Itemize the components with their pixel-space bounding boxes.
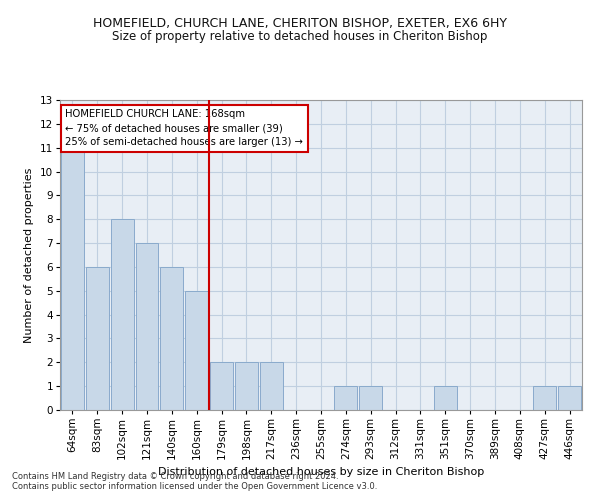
Bar xyxy=(136,243,158,410)
Bar xyxy=(533,386,556,410)
Bar xyxy=(235,362,258,410)
Bar xyxy=(359,386,382,410)
Text: Contains HM Land Registry data © Crown copyright and database right 2024.: Contains HM Land Registry data © Crown c… xyxy=(12,472,338,481)
Bar xyxy=(160,267,183,410)
Bar xyxy=(210,362,233,410)
Bar xyxy=(334,386,357,410)
Bar xyxy=(185,291,208,410)
Bar xyxy=(61,148,84,410)
Y-axis label: Number of detached properties: Number of detached properties xyxy=(24,168,34,342)
Text: HOMEFIELD, CHURCH LANE, CHERITON BISHOP, EXETER, EX6 6HY: HOMEFIELD, CHURCH LANE, CHERITON BISHOP,… xyxy=(93,18,507,30)
Bar xyxy=(558,386,581,410)
Text: Contains public sector information licensed under the Open Government Licence v3: Contains public sector information licen… xyxy=(12,482,377,491)
Bar xyxy=(86,267,109,410)
X-axis label: Distribution of detached houses by size in Cheriton Bishop: Distribution of detached houses by size … xyxy=(158,468,484,477)
Text: Size of property relative to detached houses in Cheriton Bishop: Size of property relative to detached ho… xyxy=(112,30,488,43)
Text: HOMEFIELD CHURCH LANE: 168sqm
← 75% of detached houses are smaller (39)
25% of s: HOMEFIELD CHURCH LANE: 168sqm ← 75% of d… xyxy=(65,110,303,148)
Bar xyxy=(260,362,283,410)
Bar xyxy=(434,386,457,410)
Bar xyxy=(111,219,134,410)
